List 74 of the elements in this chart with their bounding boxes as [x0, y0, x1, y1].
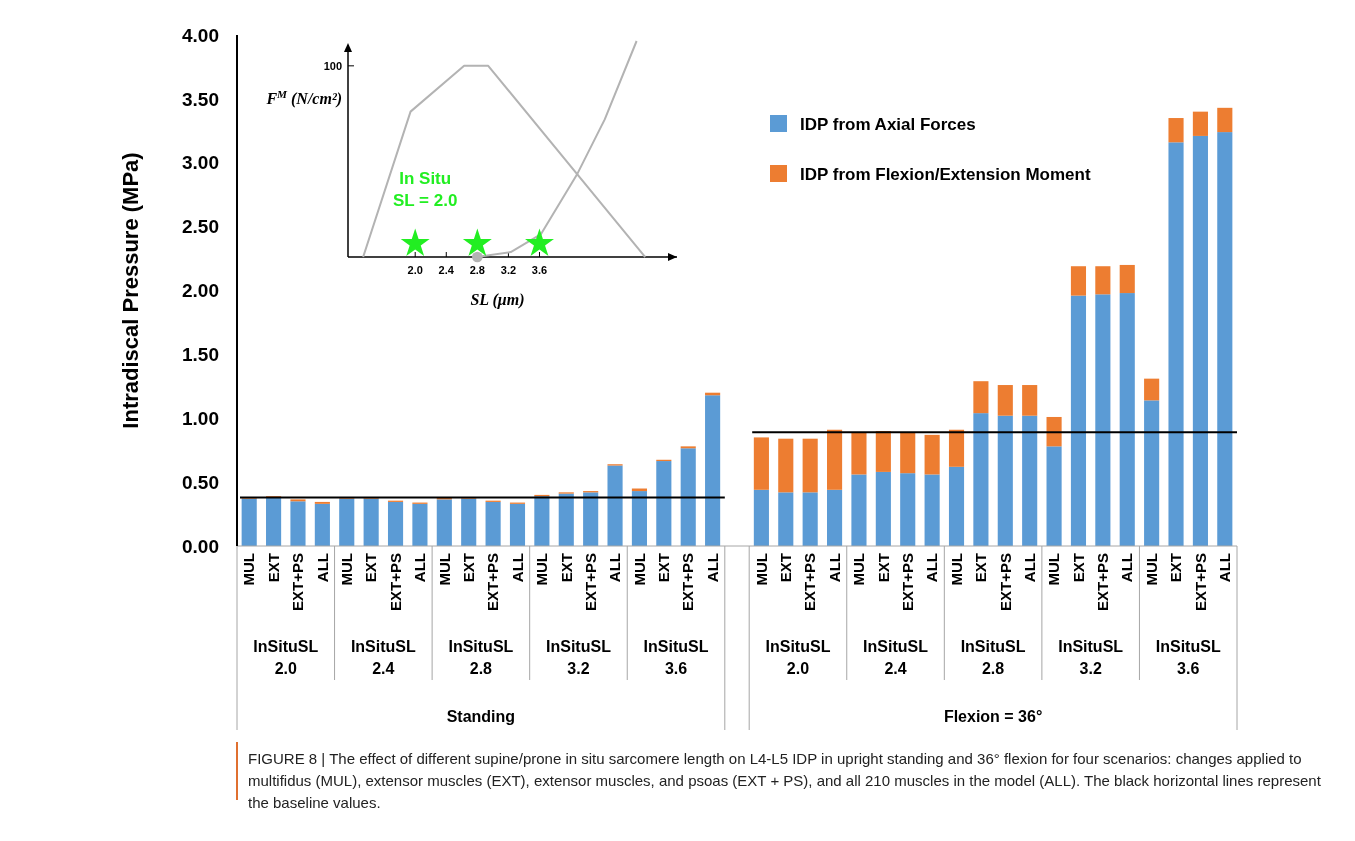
x-tick-label: EXT: [1069, 553, 1087, 583]
x-tick-label: EXT: [459, 553, 477, 583]
x-tick-label: ALL: [1118, 553, 1136, 583]
x-tick-label: ALL: [1216, 553, 1234, 583]
x-tick-label: EXT: [557, 553, 575, 583]
caption: FIGURE 8 | The effect of different supine/prone in situ sarcomere length on L4-L5 IDP in upright standing and 36° flexion for four scenarios: changes applied to multifidus (MUL), extensor muscles (EXT), extensor muscles, and psoas (EXT + PS), and all 210 muscles in the model (ALL). The black horizontal lines represent the baseline values.: [248, 749, 1322, 813]
text: InSituSL 3.6: [643, 638, 709, 677]
text: Flexion = 36°: [943, 708, 1043, 725]
x-tick-label: 3.6: [531, 264, 548, 276]
x-tick-label: EXT+PS: [679, 553, 697, 611]
annotation: 100: [323, 59, 342, 72]
text: InSituSL 3.2: [546, 638, 612, 677]
y-tick-label: 1.50: [182, 344, 219, 366]
legend-label: IDP from Flexion/Extension Moment: [800, 164, 1091, 184]
x-tick-label: MUL: [630, 553, 648, 586]
x-tick-label: EXT+PS: [996, 553, 1014, 611]
annotation: In Situ SL = 2.0: [392, 168, 458, 210]
x-tick-label: EXT+PS: [289, 553, 307, 611]
text: InSituSL 2.0: [253, 638, 319, 677]
x-axis-title: SL (μm): [470, 291, 525, 309]
y-tick-label: 0.00: [182, 535, 219, 557]
x-tick-label: MUL: [947, 553, 965, 586]
text: InSituSL 3.6: [1155, 638, 1221, 677]
x-tick-label: EXT: [874, 553, 892, 583]
x-tick-label: 3.2: [500, 264, 517, 276]
x-tick-label: MUL: [850, 553, 868, 586]
x-tick-label: EXT: [655, 553, 673, 583]
x-tick-label: EXT: [972, 553, 990, 583]
x-tick-label: 2.4: [438, 264, 455, 276]
text: InSituSL 2.4: [350, 638, 417, 677]
y-tick-label: 4.00: [182, 24, 219, 46]
x-tick-label: 2.0: [407, 264, 423, 276]
y-axis-title: Intradiscal Pressure (MPa): [118, 152, 143, 429]
x-tick-label: MUL: [752, 553, 770, 586]
legend-label: IDP from Axial Forces: [800, 114, 976, 134]
y-tick-label: 3.50: [182, 88, 219, 110]
x-tick-label: EXT+PS: [386, 553, 404, 611]
x-tick-label: MUL: [240, 553, 258, 586]
x-tick-label: MUL: [1142, 553, 1160, 586]
x-tick-label: EXT: [264, 553, 282, 583]
y-tick-label: 0.50: [182, 471, 219, 493]
text: InSituSL 2.4: [863, 638, 929, 677]
text: InSituSL 2.8: [960, 638, 1026, 677]
x-tick-label: EXT+PS: [1094, 553, 1112, 611]
x-tick-label: ALL: [313, 553, 331, 583]
x-tick-label: ALL: [1020, 553, 1038, 583]
x-tick-label: EXT: [777, 553, 795, 583]
x-tick-label: ALL: [606, 553, 624, 583]
x-tick-label: ALL: [703, 553, 721, 583]
text: InSituSL 2.0: [765, 638, 831, 677]
x-tick-label: 2.8: [469, 264, 485, 276]
x-tick-label: EXT+PS: [898, 553, 916, 611]
y-tick-label: 3.00: [182, 152, 219, 174]
x-tick-label: MUL: [338, 553, 356, 586]
x-tick-label: EXT+PS: [484, 553, 502, 611]
x-tick-label: EXT: [1167, 553, 1185, 583]
text: InSituSL 3.2: [1058, 638, 1124, 677]
x-tick-label: MUL: [1045, 553, 1063, 586]
x-tick-label: EXT+PS: [581, 553, 599, 611]
x-tick-label: ALL: [825, 553, 843, 583]
x-tick-label: ALL: [923, 553, 941, 583]
y-axis-title: F$^{M}$ (N/cm²): [265, 88, 342, 108]
x-tick-label: EXT+PS: [801, 553, 819, 611]
y-tick-label: 2.00: [182, 280, 219, 302]
x-tick-label: ALL: [508, 553, 526, 583]
y-tick-label: 1.00: [182, 407, 219, 429]
y-tick-label: 2.50: [182, 216, 219, 238]
text: Standing: [446, 708, 516, 725]
x-tick-label: EXT+PS: [1191, 553, 1209, 611]
x-tick-label: ALL: [411, 553, 429, 583]
x-tick-label: MUL: [435, 553, 453, 586]
x-tick-label: EXT: [362, 553, 380, 583]
x-tick-label: MUL: [533, 553, 551, 586]
text: InSituSL 2.8: [448, 638, 514, 677]
